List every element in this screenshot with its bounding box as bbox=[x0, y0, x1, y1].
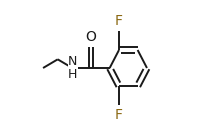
Text: F: F bbox=[115, 108, 123, 122]
Text: F: F bbox=[115, 14, 123, 28]
Text: N
H: N H bbox=[68, 55, 77, 81]
Text: O: O bbox=[86, 30, 97, 44]
